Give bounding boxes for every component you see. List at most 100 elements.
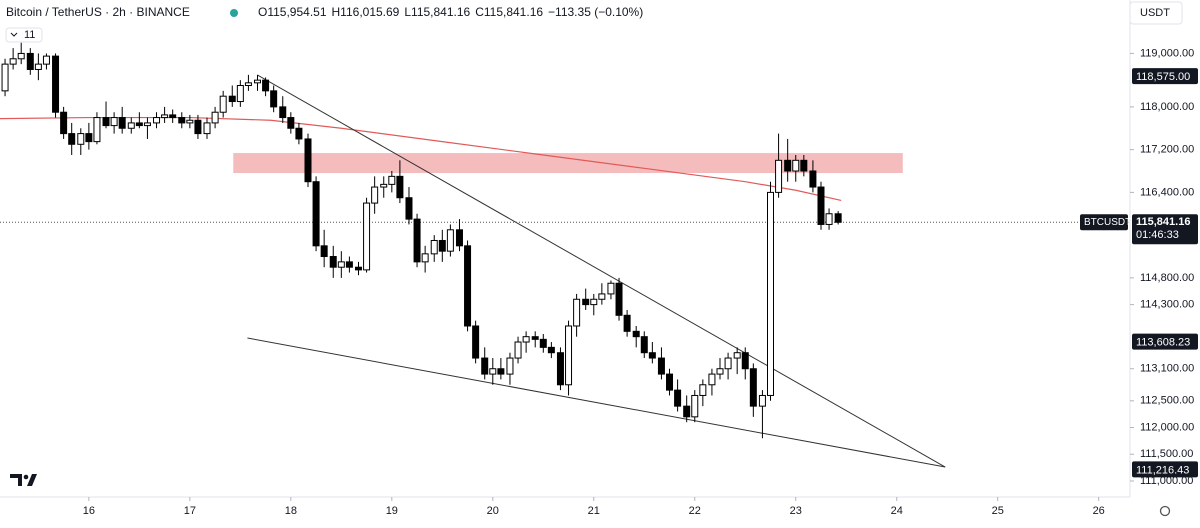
candle-body-down	[809, 170, 817, 188]
candle-body-down	[683, 405, 691, 418]
price-marker-label: 111,216.43	[1136, 464, 1189, 476]
candle-body-down	[118, 117, 126, 129]
candle-body-down	[194, 119, 202, 135]
x-tick-label: 21	[588, 505, 600, 517]
candle-body-up	[153, 117, 161, 124]
x-tick-label: 18	[285, 505, 297, 517]
y-tick-label: 119,000.00	[1140, 47, 1194, 59]
candle-body-up	[733, 352, 741, 359]
x-tick-label: 19	[386, 505, 398, 517]
candle-body-down	[648, 352, 656, 359]
candle-body-up	[337, 261, 345, 268]
price-marker-label: 118,575.00	[1136, 71, 1190, 83]
legend-value: C115,841.16	[475, 5, 543, 19]
currency: USDT	[1140, 7, 1170, 19]
candle-body-up	[42, 55, 50, 65]
candle-body-down	[632, 330, 640, 338]
settings-icon[interactable]	[1159, 505, 1171, 517]
price-marker-label: 113,608.23	[1136, 336, 1190, 348]
candle-body-up	[691, 394, 699, 418]
price-marker	[1132, 68, 1198, 85]
market-status	[230, 9, 238, 17]
candle-body-down	[784, 159, 792, 172]
candle-body-up	[186, 119, 194, 124]
ohlc-legend: O115,954.51 H116,015.69 L115,841.16 C115,84…	[258, 5, 643, 19]
indicator-toggle[interactable]	[5, 27, 43, 43]
axis-layer: 119,000.00 118,000.00 117,200.00 116,400.00…	[83, 47, 1198, 517]
currency-button[interactable]	[1129, 1, 1183, 25]
trend-line	[257, 74, 946, 468]
candle-body-up	[573, 298, 581, 327]
countdown: 01:46:33	[1136, 229, 1179, 241]
candle-body-up	[34, 63, 42, 70]
trend-line	[247, 337, 946, 468]
x-tick-label: 17	[184, 505, 196, 517]
candle-body-up	[371, 186, 379, 204]
legend-value: H116,015.69	[332, 5, 400, 19]
y-tick-label: 112,500.00	[1140, 395, 1194, 407]
candle-body-up	[598, 293, 606, 300]
indicator-count: 11	[24, 29, 35, 41]
candle-body-up	[514, 341, 522, 359]
candle-body-up	[1, 63, 9, 92]
candle-body-up	[565, 325, 573, 386]
y-tick-label: 118,000.00	[1140, 101, 1194, 113]
x-tick-label: 26	[1093, 505, 1105, 517]
candle-body-down	[295, 127, 303, 140]
candle-body-up	[699, 384, 707, 396]
candle-body-up	[143, 122, 151, 127]
y-tick-label: 114,800.00	[1140, 272, 1194, 284]
candle-body-down	[396, 175, 404, 199]
candle-body-up	[17, 52, 25, 60]
candle-body-down	[531, 336, 539, 340]
y-tick-label: 112,000.00	[1140, 421, 1194, 433]
last-price-box	[1132, 214, 1198, 245]
candle-body-up	[522, 336, 530, 343]
candle-body-up	[775, 159, 783, 193]
candle-body-down	[312, 181, 320, 247]
candle-body-down	[262, 79, 270, 92]
candle-body-up	[9, 58, 17, 65]
candle-body-down	[481, 357, 489, 375]
candle-body-up	[489, 368, 497, 375]
candle-body-up	[716, 368, 724, 375]
candle-body-down	[547, 346, 555, 354]
y-tick-label: 116,400.00	[1140, 186, 1194, 198]
candle-body-down	[817, 186, 825, 225]
candle-body-down	[556, 352, 564, 386]
candle-body-up	[203, 122, 211, 135]
chart-title: Bitcoin / TetherUS · 2h · BINANCE	[6, 5, 190, 19]
candle-body-up	[430, 239, 438, 255]
candle-body-down	[169, 114, 177, 119]
candle-body-down	[497, 368, 505, 375]
candle-body-down	[464, 245, 472, 327]
candle-body-down	[657, 357, 665, 375]
candle-body-up	[446, 229, 454, 252]
candle-body-down	[615, 282, 623, 316]
candle-body-down	[85, 133, 93, 143]
price-marker	[1132, 461, 1198, 478]
candle-body-down	[320, 245, 328, 258]
candle-body-up	[254, 79, 262, 84]
candle-body-down	[582, 298, 590, 306]
last-price-label: 115,841.16	[1136, 216, 1190, 228]
candle-body-up	[219, 95, 227, 113]
y-tick-label: 111,500.00	[1140, 448, 1193, 460]
candle-body-down	[741, 352, 749, 370]
candle-body-down	[623, 314, 631, 332]
candle-body-down	[228, 95, 236, 103]
candle-body-up	[792, 159, 800, 172]
candle-body-down	[287, 117, 295, 129]
candle-body-down	[405, 197, 413, 220]
candle-body-down	[345, 261, 353, 268]
candle-body-down	[354, 266, 362, 271]
chevron-icon	[10, 32, 18, 37]
candle-body-down	[413, 218, 421, 263]
candle-body-up	[211, 111, 219, 124]
resistance-zone	[233, 153, 903, 174]
candle-body-up	[607, 282, 615, 295]
candle-body-up	[767, 191, 775, 396]
candle-body-down	[68, 133, 76, 145]
